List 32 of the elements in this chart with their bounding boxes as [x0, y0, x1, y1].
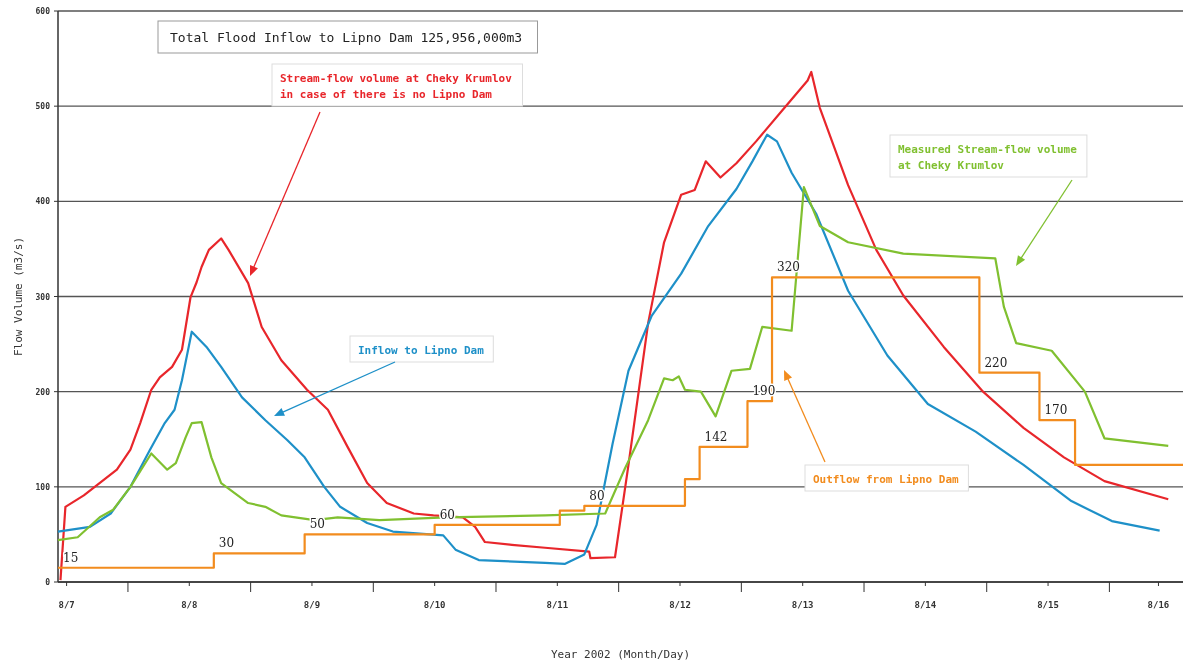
x-tick-label: 8/8 [181, 600, 198, 610]
data-label: 30 [218, 536, 235, 551]
x-tick-label: 8/9 [303, 600, 321, 610]
x-tick-label: 8/11 [546, 600, 569, 610]
x-tick-label: 8/16 [1147, 600, 1170, 610]
text: Stream-flow volume at Cheky Krumlov in case of there is no Lipno Dam [280, 72, 513, 101]
y-tick-label: 400 [35, 197, 51, 207]
data-label: 142 [704, 429, 728, 444]
data-label: 50 [309, 517, 325, 532]
data-label: 170 [1044, 403, 1068, 418]
line-series [59, 70, 1170, 582]
y-tick-label: 600 [35, 7, 51, 16]
y-tick-label: 0 [45, 578, 51, 587]
text: Outflow from Lipno Dam [813, 473, 960, 486]
x-tick-label: 8/13 [791, 600, 814, 610]
data-label: 220 [984, 355, 1008, 370]
data-label: 15 [63, 550, 79, 565]
y-tick-label: 100 [35, 482, 51, 492]
text: Inflow to Lipno Dam [358, 344, 485, 357]
text: Total Flood Inflow to Lipno Dam 125,956,000m3 [170, 30, 523, 45]
y-tick-label: 200 [35, 387, 51, 397]
x-tick-label: 8/12 [669, 600, 691, 610]
y-axis-title: Flow Volume (m3/s) [12, 236, 25, 357]
x-tick-label: 8/15 [1037, 600, 1059, 610]
x-axis-title: Year 2002 (Month/Day) [550, 648, 691, 661]
y-tick-label: 500 [35, 102, 51, 112]
line-series [56, 133, 1161, 566]
x-tick-label: 8/14 [914, 600, 937, 610]
x-tick-label: 8/7 [58, 600, 75, 610]
text: Measured Stream-flow volume at Cheky Krumlov [898, 143, 1078, 172]
y-tick-label: 300 [35, 292, 51, 302]
x-tick-label: 8/10 [423, 600, 446, 610]
